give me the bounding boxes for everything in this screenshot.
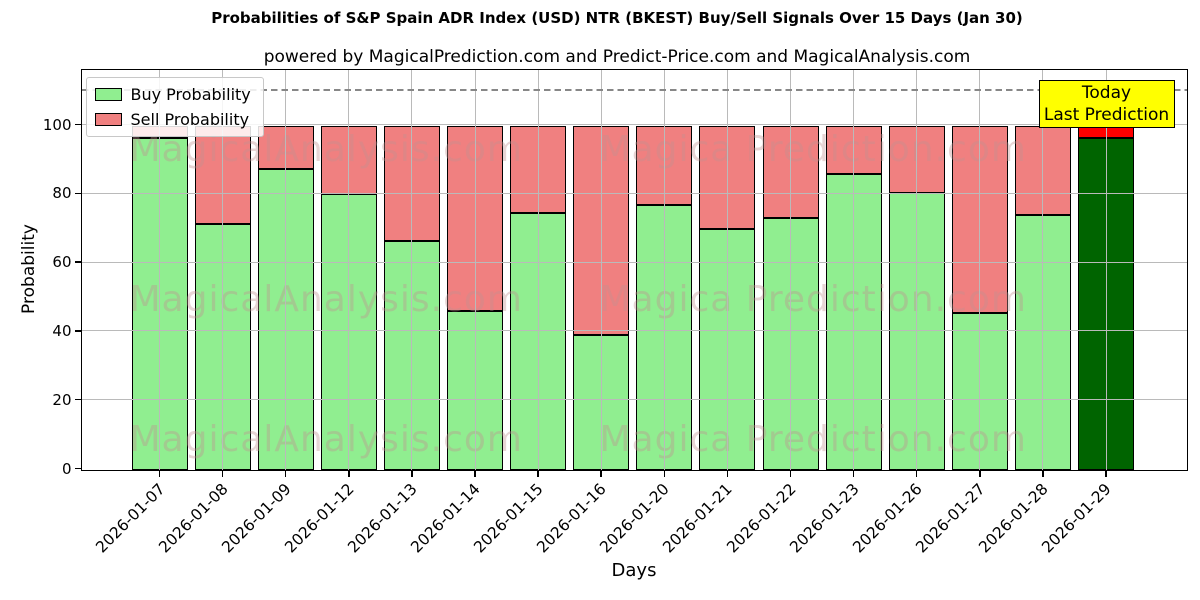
gridline-vertical: [474, 69, 476, 470]
x-tick-mark: [158, 469, 161, 477]
y-tick-mark: [74, 261, 82, 263]
legend: Buy Probability Sell Probability: [85, 76, 264, 137]
dashed-threshold-line: [81, 89, 1187, 91]
plot-area: MagicalAnalysis.com Magica Prediction.co…: [43, 68, 1188, 556]
x-tick-mark: [537, 469, 539, 477]
today-annotation-line2: Last Prediction: [1043, 104, 1170, 125]
x-tick-mark: [852, 469, 855, 477]
chart-subtitle: powered by MagicalPrediction.com and Pre…: [263, 47, 971, 67]
gridline-vertical: [663, 69, 665, 470]
gridline-horizontal: [81, 330, 1187, 332]
legend-item-buy: Buy Probability: [94, 84, 251, 104]
gridline-vertical: [537, 69, 539, 470]
gridline-horizontal: [81, 399, 1187, 401]
gridline-vertical: [348, 69, 350, 470]
legend-buy-label: Buy Probability: [130, 84, 251, 104]
y-tick-label: 20: [52, 390, 72, 409]
y-tick-mark: [74, 330, 82, 332]
gridline-vertical: [726, 69, 728, 470]
x-tick-mark: [979, 469, 981, 477]
gridline-horizontal: [81, 261, 1187, 263]
legend-item-sell: Sell Probability: [94, 109, 251, 129]
x-tick-mark: [474, 469, 476, 477]
y-tick-mark: [74, 467, 82, 470]
y-tick-label: 80: [52, 184, 72, 203]
gridline-vertical: [411, 69, 413, 470]
x-tick-mark: [726, 469, 729, 477]
gridline-vertical: [285, 69, 287, 470]
watermark-text: Magica Prediction.com: [599, 128, 1027, 170]
x-axis-label: Days: [611, 560, 657, 581]
gridline-vertical: [853, 69, 855, 470]
x-tick-mark: [789, 469, 792, 477]
legend-buy-swatch: [94, 87, 122, 101]
gridline-vertical: [222, 69, 224, 470]
chart-title: Probabilities of S&P Spain ADR Index (US…: [211, 9, 1023, 27]
today-annotation-line1: Today: [1081, 82, 1132, 103]
x-tick-mark: [348, 469, 350, 477]
gridline-vertical: [979, 69, 981, 470]
watermark-text: Magica Prediction.com: [599, 278, 1027, 320]
gridline-vertical: [159, 69, 160, 470]
gridline-vertical: [916, 69, 918, 470]
y-tick-mark: [74, 123, 82, 126]
x-tick-mark: [411, 469, 413, 477]
gridline-vertical: [1105, 69, 1107, 470]
gridline-vertical: [1042, 69, 1044, 470]
y-tick-label: 60: [52, 253, 72, 272]
legend-sell-swatch: [94, 112, 122, 126]
x-tick-mark: [600, 469, 602, 477]
y-axis-label: Probability: [19, 224, 39, 314]
x-tick-mark: [663, 469, 666, 477]
watermark-text: MagicalAnalysis.com: [129, 278, 523, 320]
gridline-horizontal: [81, 124, 1187, 126]
x-tick-mark: [1042, 469, 1044, 477]
gridline-vertical: [600, 69, 602, 470]
y-tick-mark: [74, 398, 82, 401]
today-annotation-box: Today Last Prediction: [1038, 79, 1175, 128]
legend-sell-label: Sell Probability: [130, 109, 250, 129]
y-tick-label: 100: [42, 115, 72, 134]
x-tick-mark: [1105, 469, 1107, 477]
watermark-text: MagicalAnalysis.com: [129, 418, 523, 460]
x-tick-mark: [221, 469, 224, 477]
watermark-text: Magica Prediction.com: [599, 418, 1027, 460]
gridline-vertical: [790, 69, 791, 470]
x-tick-mark: [284, 469, 287, 477]
y-tick-label: 0: [61, 459, 72, 478]
x-tick-mark: [915, 469, 918, 477]
y-tick-label: 40: [52, 321, 72, 340]
gridline-horizontal: [81, 192, 1187, 194]
y-tick-mark: [74, 192, 82, 195]
